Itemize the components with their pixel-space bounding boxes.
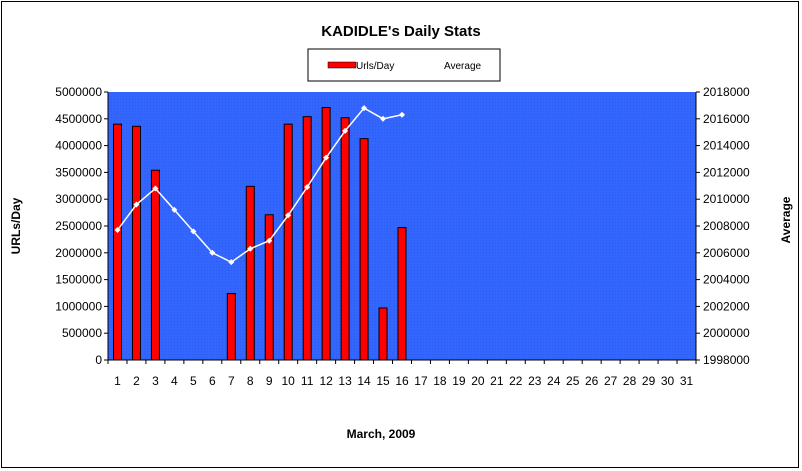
x-tick-label: 12 bbox=[319, 374, 333, 388]
y2-tick-label: 2010000 bbox=[703, 192, 750, 206]
y-tick-label: 2000000 bbox=[55, 246, 102, 260]
bar bbox=[150, 169, 160, 361]
y2-tick-label: 2006000 bbox=[703, 246, 750, 260]
x-tick-label: 9 bbox=[266, 374, 273, 388]
x-axis-ticks: 1 2 3 4 5 6 7 8 9 10 11 12 13 14 15 16 17 18 19 20 21 22 23 24 2… bbox=[107, 360, 697, 388]
x-tick-label: 1 bbox=[114, 374, 121, 388]
average-point bbox=[171, 206, 178, 213]
legend: Urls/Day Average bbox=[307, 48, 501, 82]
average-point bbox=[399, 111, 405, 118]
bar bbox=[112, 123, 122, 361]
bar bbox=[397, 227, 407, 361]
x-tick-label: 21 bbox=[490, 374, 504, 388]
x-tick-label: 24 bbox=[547, 374, 561, 388]
average-polyline bbox=[116, 107, 403, 264]
x-tick-label: 30 bbox=[661, 374, 675, 388]
y-tick-label: 1500000 bbox=[55, 273, 102, 287]
x-tick-label: 26 bbox=[585, 374, 599, 388]
average-point bbox=[342, 127, 349, 134]
average-point bbox=[228, 259, 235, 266]
y2-tick-label: 2004000 bbox=[703, 273, 750, 287]
y2-tick-label: 2018000 bbox=[703, 85, 750, 99]
x-tick-label: 17 bbox=[414, 374, 428, 388]
y-axis-ticks: 0 500000 1000000 1500000 2000000 2500000 30000… bbox=[55, 85, 108, 367]
x-tick-label: 23 bbox=[528, 374, 542, 388]
y-tick-label: 2500000 bbox=[55, 219, 102, 233]
x-tick-label: 18 bbox=[433, 374, 447, 388]
x-tick-label: 3 bbox=[152, 374, 159, 388]
x-tick-label: 16 bbox=[395, 374, 409, 388]
y2-tick-label: 2014000 bbox=[703, 139, 750, 153]
bar bbox=[245, 185, 255, 361]
y-tick-label: 1000000 bbox=[55, 299, 102, 313]
y-tick-label: 4500000 bbox=[55, 112, 102, 126]
bar bbox=[283, 123, 293, 361]
y-tick-label: 3000000 bbox=[55, 192, 102, 206]
average-point bbox=[285, 212, 292, 219]
average-point bbox=[133, 201, 140, 208]
bar bbox=[226, 293, 236, 361]
y2-tick-label: 2002000 bbox=[703, 299, 750, 313]
x-tick-label: 8 bbox=[247, 374, 254, 388]
bar bbox=[340, 117, 350, 361]
bar bbox=[302, 116, 312, 361]
average-point bbox=[114, 227, 121, 234]
y-tick-label: 3500000 bbox=[55, 165, 102, 179]
x-tick-label: 10 bbox=[282, 374, 296, 388]
chart-title: KADIDLE's Daily Stats bbox=[321, 23, 480, 40]
average-line bbox=[114, 105, 405, 266]
average-point bbox=[247, 245, 254, 252]
average-point bbox=[152, 185, 159, 192]
y2-tick-label: 2016000 bbox=[703, 112, 750, 126]
legend-label-urls-per-day: Urls/Day bbox=[356, 61, 394, 72]
x-tick-label: 5 bbox=[190, 374, 197, 388]
x-tick-label: 22 bbox=[509, 374, 523, 388]
average-point bbox=[190, 228, 197, 235]
legend-swatch-urls-per-day bbox=[327, 61, 357, 69]
y-tick-label: 500000 bbox=[62, 326, 102, 340]
x-tick-label: 4 bbox=[171, 374, 178, 388]
x-tick-label: 7 bbox=[228, 374, 235, 388]
x-tick-label: 28 bbox=[623, 374, 637, 388]
y2-tick-label: 2012000 bbox=[703, 165, 750, 179]
average-point bbox=[304, 184, 311, 191]
y-tick-label: 0 bbox=[95, 353, 102, 367]
bar bbox=[359, 138, 369, 361]
average-point bbox=[323, 154, 330, 161]
x-tick-label: 11 bbox=[301, 374, 314, 388]
bar bbox=[131, 125, 141, 361]
x-tick-label: 29 bbox=[642, 374, 656, 388]
y2-tick-label: 1998000 bbox=[703, 353, 750, 367]
average-point bbox=[209, 249, 216, 256]
y2-tick-label: 2008000 bbox=[703, 219, 750, 233]
x-tick-label: 6 bbox=[209, 374, 216, 388]
y2-axis-title: Average bbox=[779, 196, 793, 243]
legend-label-average: Average bbox=[444, 61, 482, 72]
y2-axis-ticks: 1998000 2000000 2002000 2004000 2006000 20080… bbox=[696, 85, 750, 367]
x-tick-label: 20 bbox=[471, 374, 485, 388]
average-point bbox=[266, 237, 273, 244]
y-axis-title: URLs/Day bbox=[9, 197, 23, 254]
x-tick-label: 19 bbox=[452, 374, 466, 388]
average-point bbox=[361, 105, 368, 112]
x-axis-title: March, 2009 bbox=[347, 427, 416, 441]
x-tick-label: 27 bbox=[604, 374, 618, 388]
average-point bbox=[380, 115, 387, 122]
x-tick-label: 14 bbox=[357, 374, 371, 388]
x-tick-label: 2 bbox=[133, 374, 140, 388]
y-tick-label: 5000000 bbox=[55, 85, 102, 99]
bars bbox=[112, 107, 407, 361]
bar bbox=[378, 307, 388, 361]
x-tick-label: 31 bbox=[680, 374, 694, 388]
x-tick-label: 25 bbox=[566, 374, 580, 388]
y2-tick-label: 2000000 bbox=[703, 326, 750, 340]
x-tick-label: 13 bbox=[338, 374, 352, 388]
y-tick-label: 4000000 bbox=[55, 139, 102, 153]
bar bbox=[321, 107, 331, 361]
x-tick-label: 15 bbox=[376, 374, 390, 388]
